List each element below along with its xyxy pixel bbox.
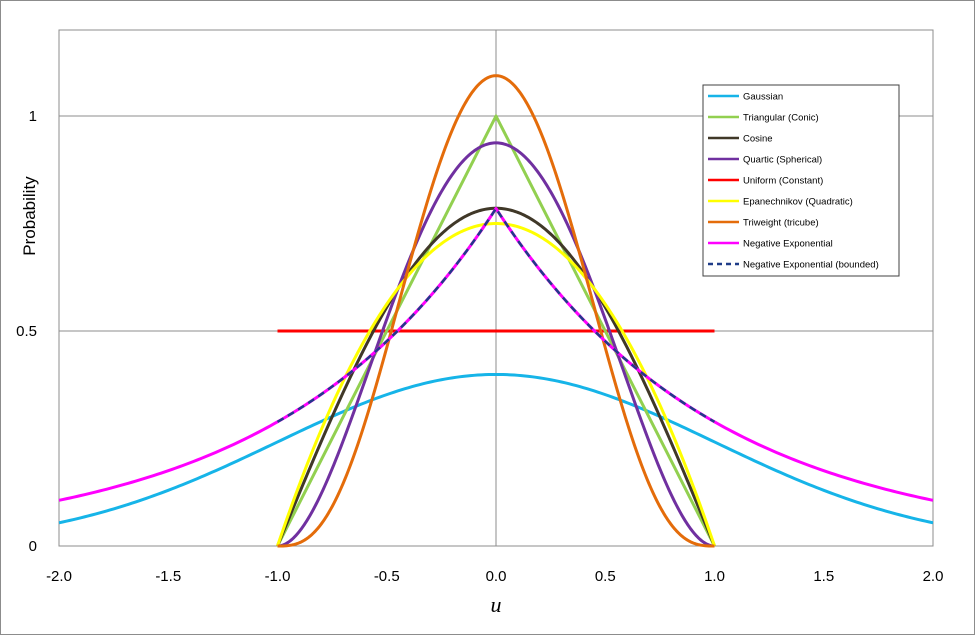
legend-entry: Negative Exponential <box>743 239 833 250</box>
series-line <box>58 372 934 525</box>
x-tick-label: -0.5 <box>374 568 400 585</box>
legend-entry: Triweight (tricube) <box>743 218 819 229</box>
x-tick-label: 2.0 <box>923 568 944 585</box>
legend-entry: Triangular (Conic) <box>743 113 819 124</box>
x-axis-label: u <box>491 592 502 617</box>
legend-entry: Uniform (Constant) <box>743 176 823 187</box>
y-tick-label: 1 <box>29 108 37 125</box>
x-tick-label: -2.0 <box>46 568 72 585</box>
x-tick-label: -1.5 <box>155 568 181 585</box>
legend-entry: Epanechnikov (Quadratic) <box>743 197 853 208</box>
x-tick-label: -1.0 <box>265 568 291 585</box>
y-tick-label: 0 <box>29 538 37 555</box>
series-group <box>58 74 934 548</box>
legend-entry: Cosine <box>743 134 773 145</box>
x-tick-label: 1.5 <box>813 568 834 585</box>
legend-entry: Gaussian <box>743 92 783 103</box>
series-line <box>277 74 715 548</box>
series-line <box>276 114 716 547</box>
x-tick-label: 0.0 <box>486 568 507 585</box>
y-axis-label: Probability <box>20 176 39 256</box>
series-line <box>277 141 715 548</box>
x-tick-label: 0.5 <box>595 568 616 585</box>
legend-entry: Quartic (Spherical) <box>743 155 822 166</box>
legend-entry: Negative Exponential (bounded) <box>743 260 879 271</box>
y-tick-label: 0.5 <box>16 323 37 340</box>
legend: Gaussian Triangular (Conic) Cosine Quartic … <box>702 84 900 277</box>
tick-labels: -2.0 -1.5 -1.0 -0.5 0.0 0.5 1.0 1.5 2.0 0 0.5 1 <box>16 108 943 585</box>
series-line <box>276 222 716 547</box>
series-line <box>276 207 716 423</box>
x-tick-label: 1.0 <box>704 568 725 585</box>
series-line <box>58 206 934 502</box>
